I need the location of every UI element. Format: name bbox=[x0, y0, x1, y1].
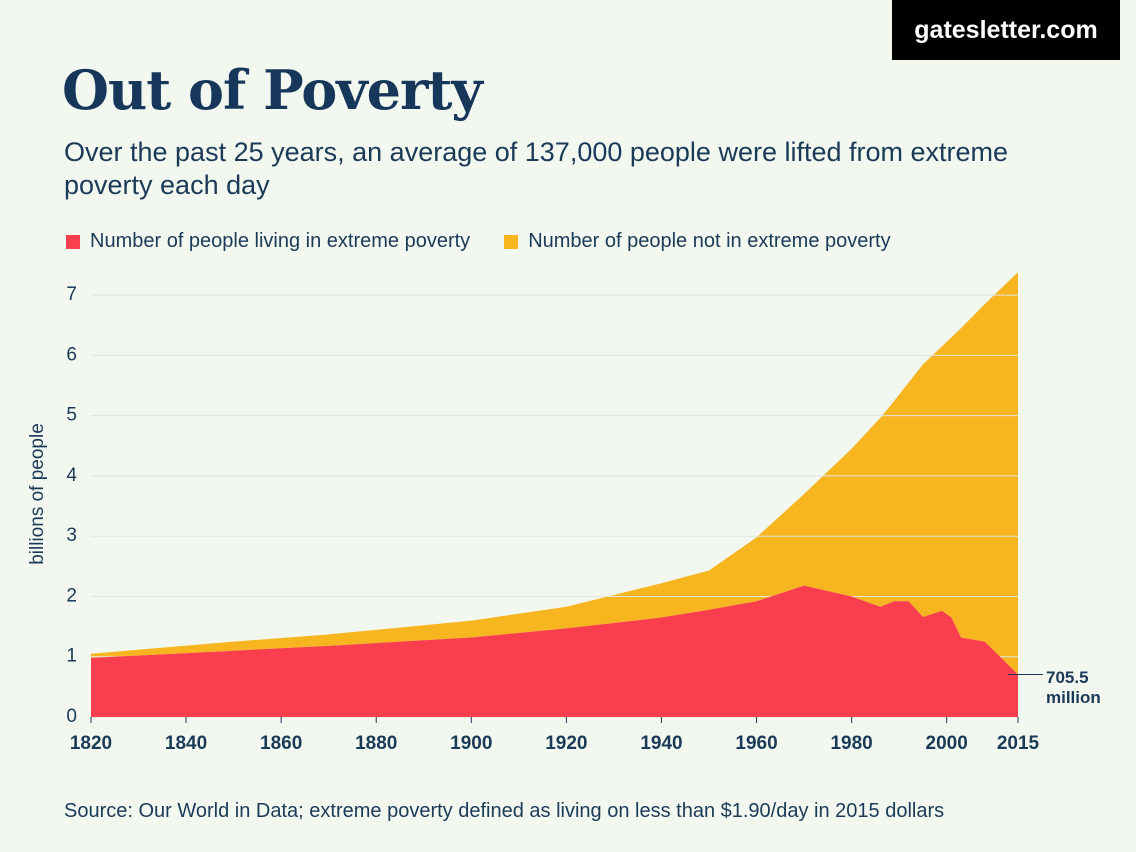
y-tick-label: 3 bbox=[66, 525, 77, 546]
legend-entry: Number of people not in extreme poverty bbox=[504, 230, 891, 253]
y-tick-label: 7 bbox=[66, 284, 77, 305]
legend-label: Number of people not in extreme poverty bbox=[528, 230, 891, 252]
legend-swatch bbox=[66, 234, 80, 249]
y-tick-label: 2 bbox=[66, 585, 77, 606]
annotation: 705.5 million bbox=[1046, 668, 1101, 707]
x-tick-label: 1860 bbox=[260, 733, 302, 754]
chart-title: Out of Poverty bbox=[62, 58, 483, 122]
area bbox=[91, 272, 1018, 675]
legend-swatch bbox=[504, 234, 519, 249]
source: Source: Our World in Data; extreme pover… bbox=[64, 800, 945, 822]
y-tick-label: 1 bbox=[66, 646, 77, 667]
legend-entry: Number of people living in extreme pover… bbox=[66, 230, 470, 253]
x-tick-label: 1880 bbox=[355, 733, 397, 754]
legend-label: Number of people living in extreme pover… bbox=[90, 230, 471, 252]
x-tick-label: 2000 bbox=[926, 733, 968, 754]
x-tick-label: 1940 bbox=[640, 733, 682, 754]
legend: Number of people living in extreme pover… bbox=[66, 230, 891, 253]
y-tick-label: 6 bbox=[66, 344, 77, 365]
brand: gatesletter.com bbox=[892, 0, 1120, 60]
x-tick-label: 1840 bbox=[165, 733, 207, 754]
y-tick-label: 0 bbox=[66, 706, 77, 727]
x-tick-label: 1960 bbox=[735, 733, 777, 754]
x-tick-label: 1820 bbox=[70, 733, 112, 754]
x-tick-label: 1980 bbox=[830, 733, 872, 754]
y-axis-label: billions of people bbox=[27, 423, 48, 565]
y-tick-label: 4 bbox=[66, 465, 77, 486]
x-tick-label: 2015 bbox=[997, 733, 1040, 754]
x-tick-label: 1900 bbox=[450, 733, 492, 754]
x-tick-label: 1920 bbox=[545, 733, 587, 754]
y-tick-label: 5 bbox=[66, 405, 77, 426]
area bbox=[91, 585, 1018, 717]
chart-subtitle: Over the past 25 years, an average of 13… bbox=[64, 137, 1009, 200]
